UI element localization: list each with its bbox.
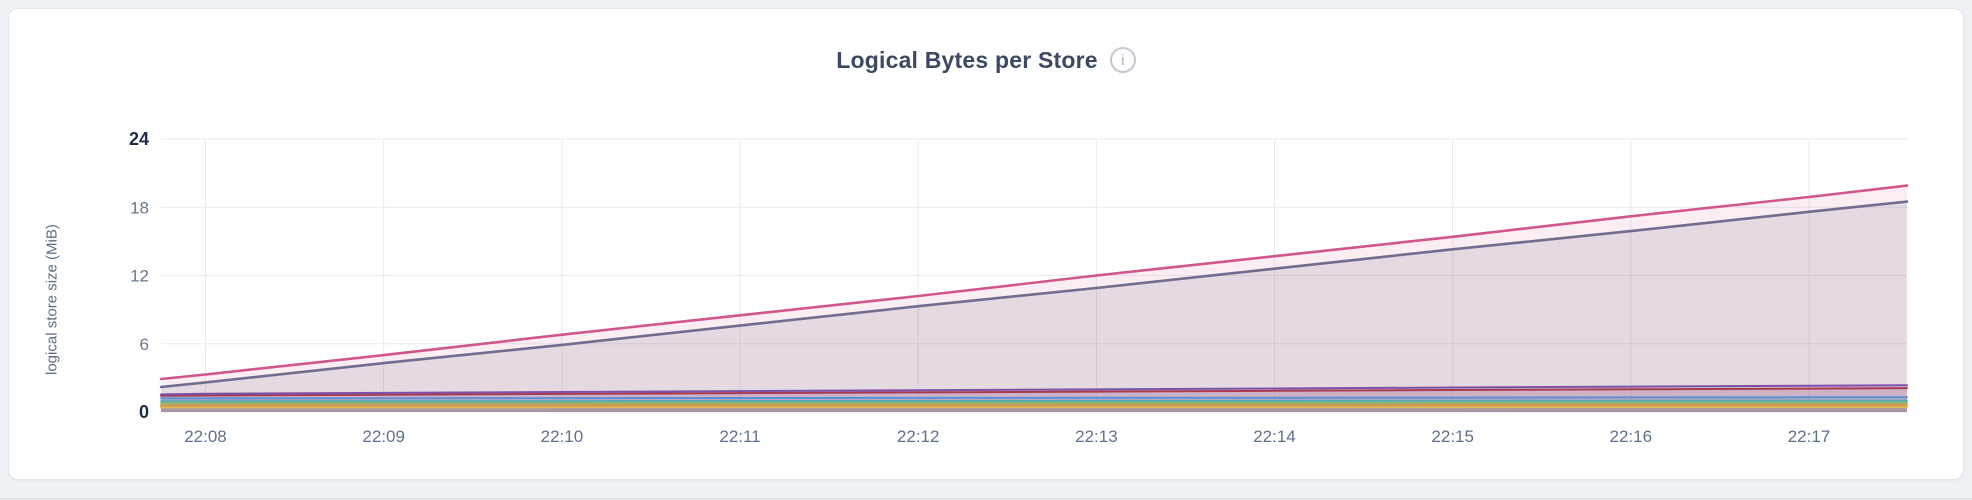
info-icon[interactable]: i <box>1109 47 1136 73</box>
chart-title: Logical Bytes per Store <box>836 46 1098 73</box>
x-tick-label: 22:15 <box>1431 427 1474 446</box>
x-tick-label: 22:09 <box>362 427 405 446</box>
series-7-green-line <box>160 401 1908 405</box>
line-chart[interactable]: 0 6 12 18 24 22:08 22:09 22:10 22:11 22:12 22:13 22… <box>67 79 1927 469</box>
series-8-orange-line <box>160 404 1908 407</box>
chart-header: Logical Bytes per Store i <box>9 9 1963 79</box>
chart-body: logical store size (MiB) 0 6 12 18 24 22:08 22… <box>9 79 1963 473</box>
y-tick-label: 6 <box>140 335 149 354</box>
chart-card: Logical Bytes per Store i logical store … <box>8 8 1964 480</box>
x-tick-label: 22:10 <box>541 427 584 446</box>
y-axis-title: logical store size (MiB) <box>43 224 61 376</box>
y-tick-label: 18 <box>130 198 149 217</box>
x-tick-label: 22:08 <box>184 427 227 446</box>
series-3-purple-line <box>160 384 1908 396</box>
y-tick-label: 0 <box>139 402 149 422</box>
series-6-teal-line <box>160 399 1908 403</box>
series-4-maroon-line <box>160 387 1908 397</box>
series-2-slate-line <box>159 200 1909 389</box>
series-5-blue-line <box>160 396 1908 400</box>
x-tick-label: 22:17 <box>1788 427 1831 446</box>
page-divider <box>0 498 1972 499</box>
x-tick-label: 22:16 <box>1610 427 1653 446</box>
y-tick-label: 24 <box>129 129 149 149</box>
series-1-pink-line <box>159 184 1909 381</box>
plot-area: 0 6 12 18 24 22:08 22:09 22:10 22:11 22:12 22:13 22… <box>67 79 1927 469</box>
series-1-pink-fill <box>161 185 1907 412</box>
x-tick-label: 22:13 <box>1075 427 1118 446</box>
series-9-yellow-fill <box>161 407 1907 412</box>
x-tick-label: 22:14 <box>1253 427 1296 446</box>
x-tick-label: 22:12 <box>897 427 940 446</box>
y-tick-label: 12 <box>130 267 149 286</box>
series-2-slate-fill <box>161 201 1907 412</box>
x-tick-label: 22:11 <box>719 427 760 446</box>
